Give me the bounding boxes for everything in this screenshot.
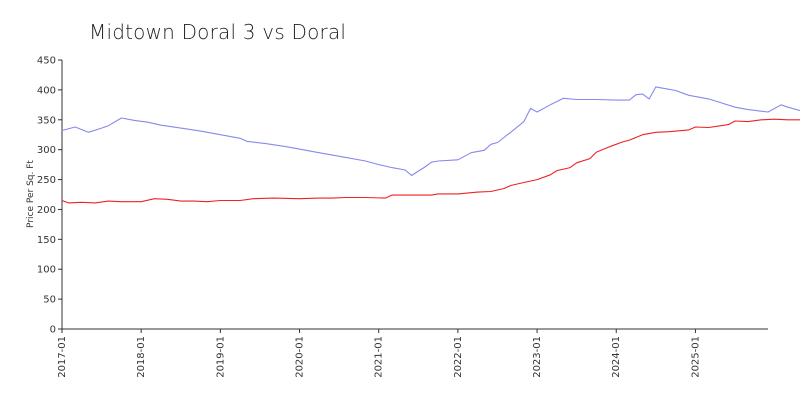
series-line-2 [61,118,800,204]
y-axis: 0 50 100 150 200 250 300 350 400 450 [37,56,63,336]
y-tick-label: 0 [50,325,56,336]
x-tick-label: 2018-01 [136,336,147,378]
x-tick-label: 2020-01 [295,336,306,378]
x-tick-label: 2021-01 [374,336,385,378]
series-line-1 [61,86,800,176]
y-tick-label: 400 [37,85,56,96]
y-tick-label: 50 [43,295,56,306]
x-tick-label: 2022-01 [453,336,464,378]
x-tick-label: 2019-01 [215,336,226,378]
x-tick-label: 2025-01 [690,336,701,378]
chart-title: Midtown Doral 3 vs Doral [89,20,347,44]
x-tick-label: 2023-01 [532,336,543,378]
x-axis: 2017-01 2018-01 2019-01 2020-01 2021-01 2022-… [57,328,768,378]
y-tick-label: 450 [37,56,56,67]
series-layer [61,86,800,204]
y-tick-label: 250 [37,175,56,186]
y-tick-label: 350 [37,115,56,126]
y-tick-label: 100 [37,265,56,276]
x-tick-label: 2017-01 [57,336,68,378]
x-tick-label: 2024-01 [611,336,622,378]
y-tick-label: 300 [37,145,56,156]
y-tick-label: 150 [37,235,56,246]
y-tick-label: 200 [37,205,56,216]
y-axis-label: Price Per Sq. Ft [26,160,36,228]
